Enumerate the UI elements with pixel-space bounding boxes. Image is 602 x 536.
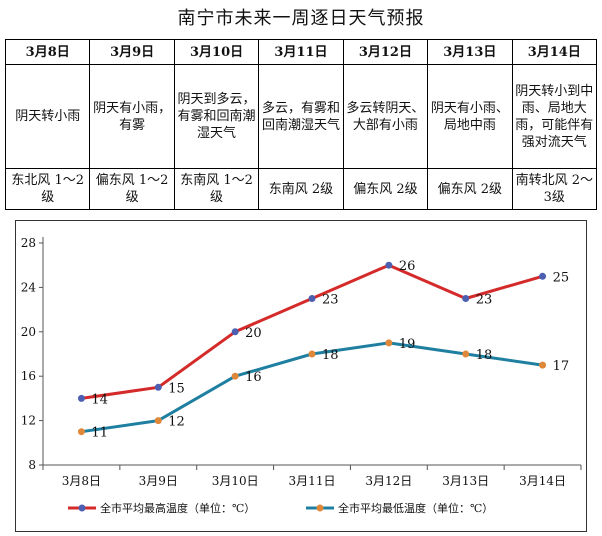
weather-cell: 阴天有小雨、局地中雨: [427, 64, 513, 170]
wind-cell: 东南风 2级: [258, 168, 344, 210]
date-cell: 3月14日: [511, 38, 598, 66]
date-cell: 3月8日: [4, 38, 91, 66]
data-point: [539, 272, 547, 280]
data-label: 26: [399, 259, 416, 274]
forecast-table: 3月8日 3月9日 3月10日 3月11日 3月12日 3月13日 3月14日 …: [4, 38, 598, 210]
data-point: [385, 261, 393, 269]
x-tick-label: 3月8日: [62, 474, 101, 488]
data-point: [462, 350, 470, 358]
date-row: 3月8日 3月9日 3月10日 3月11日 3月12日 3月13日 3月14日: [4, 38, 598, 66]
y-tick-label: 16: [21, 369, 36, 383]
data-point: [154, 383, 162, 391]
temperature-chart: 8 12 16 20 24 28 3月8日 3月9日 3月10日 3月11日 3月12日 3月13日 3…: [15, 220, 587, 532]
data-label: 12: [168, 415, 185, 430]
x-tick-label: 3月11日: [289, 474, 336, 488]
wind-cell: 东南风 1～2级: [173, 168, 260, 210]
y-tick-label: 24: [21, 280, 37, 294]
data-point: [308, 295, 316, 302]
weather-cell: 阴天转小雨: [4, 64, 91, 170]
data-label: 23: [476, 293, 493, 308]
weather-cell: 阴天转小到中雨、局地大雨，可能伴有强对流天气: [511, 64, 598, 170]
legend-label: 全市平均最低温度（单位：℃）: [338, 501, 493, 515]
x-tick-label: 3月10日: [212, 474, 259, 488]
series-line: [81, 263, 543, 400]
data-point: [154, 417, 162, 425]
date-cell: 3月12日: [342, 38, 429, 66]
weather-cell: 多云转阴天、大部有小雨: [342, 64, 429, 170]
date-cell: 3月10日: [173, 38, 260, 66]
wind-cell: 偏东风 1～2级: [89, 168, 175, 210]
x-tick-label: 3月9日: [139, 474, 178, 488]
data-label: 11: [91, 426, 108, 441]
data-label: 19: [399, 337, 416, 352]
wind-row: 东北风 1～2级 偏东风 1～2级 东南风 1～2级 东南风 2级 偏东风 2级…: [4, 168, 598, 210]
wind-cell: 偏东风 2级: [427, 168, 513, 210]
date-cell: 3月11日: [258, 38, 344, 66]
data-label: 14: [91, 392, 108, 407]
data-label: 17: [553, 359, 570, 374]
x-tick-label: 3月12日: [365, 474, 412, 488]
data-label: 25: [553, 270, 570, 285]
data-point: [77, 428, 85, 436]
date-cell: 3月9日: [89, 38, 175, 66]
legend-marker: [78, 504, 86, 512]
data-point: [385, 339, 393, 347]
data-label: 16: [245, 370, 262, 385]
legend-label: 全市平均最高温度（单位：℃）: [100, 501, 255, 515]
weather-cell: 阴天有小雨，有雾: [89, 64, 175, 170]
weather-cell: 阴天到多云，有雾和回南潮湿天气: [173, 64, 260, 170]
data-label: 18: [322, 348, 339, 363]
x-tick-label: 3月14日: [519, 474, 566, 488]
data-point: [231, 328, 239, 336]
data-label: 20: [245, 326, 262, 341]
data-point: [77, 394, 85, 402]
wind-cell: 南转北风 2～3级: [511, 168, 598, 210]
data-label: 15: [168, 381, 185, 396]
wind-cell: 东北风 1～2级: [4, 168, 91, 210]
weather-cell: 多云，有雾和回南潮湿天气: [258, 64, 344, 170]
y-tick-label: 20: [21, 325, 36, 339]
data-point: [539, 361, 547, 369]
data-label: 18: [476, 348, 493, 363]
data-point: [462, 295, 470, 302]
wind-cell: 偏东风 2级: [342, 168, 429, 210]
y-tick-label: 8: [28, 458, 36, 472]
weather-row: 阴天转小雨 阴天有小雨，有雾 阴天到多云，有雾和回南潮湿天气 多云，有雾和回南潮…: [4, 64, 598, 170]
date-cell: 3月13日: [427, 38, 513, 66]
legend-marker: [316, 504, 324, 512]
data-label: 23: [322, 293, 339, 308]
temperature-chart-svg: 8 12 16 20 24 28 3月8日 3月9日 3月10日 3月11日 3月12日 3月13日 3…: [21, 236, 582, 515]
y-tick-label: 28: [21, 236, 36, 250]
y-tick-label: 12: [21, 414, 36, 428]
data-point: [308, 350, 316, 358]
page-title: 南宁市未来一周逐日天气预报: [177, 8, 425, 29]
x-tick-label: 3月13日: [442, 474, 489, 488]
data-point: [231, 372, 239, 380]
